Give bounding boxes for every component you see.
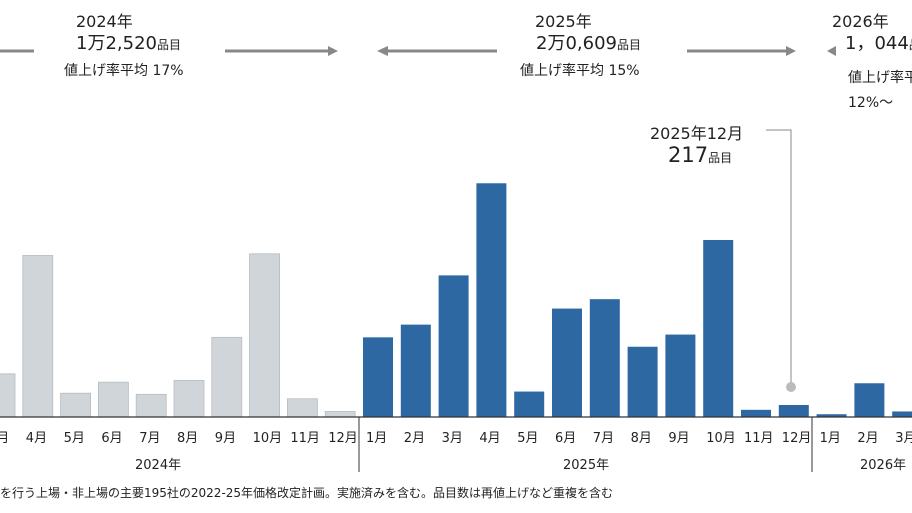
bar-2024-4月 xyxy=(22,255,54,418)
bar-2025-3月 xyxy=(438,275,469,417)
callout-dot xyxy=(786,382,796,392)
annotation-2025-rate: 値上げ率平均 15% xyxy=(520,63,640,79)
bar-2025-4月 xyxy=(476,183,507,417)
bar-2024-8月 xyxy=(173,380,205,418)
bar-2025-2月 xyxy=(400,324,431,417)
bar-2026-2月 xyxy=(854,383,885,417)
x-tick-label: 4月 xyxy=(479,431,501,446)
annotation-2024-count: 1万2,520品目 xyxy=(76,33,181,54)
bar-2025-11月 xyxy=(741,409,771,417)
x-tick-label: 6月 xyxy=(101,431,123,446)
x-tick-label: 1月 xyxy=(366,431,388,446)
year-label-2024: 2024年 xyxy=(135,458,182,473)
bar-2024-9月 xyxy=(211,336,243,418)
bar-2024-6月 xyxy=(98,381,129,418)
x-tick-label: 11月 xyxy=(744,431,774,446)
bar-2024-5月 xyxy=(60,392,91,418)
callout-count: 217品目 xyxy=(668,143,733,167)
bar-2024-11月 xyxy=(286,398,318,418)
bar-2025-6月 xyxy=(552,308,582,417)
bar-2025-1月 xyxy=(363,337,393,417)
x-tick-label: 5月 xyxy=(63,431,85,446)
x-tick-label: 9月 xyxy=(668,431,690,446)
x-tick-label: 2月 xyxy=(857,431,879,446)
x-tick-label: 3月 xyxy=(441,431,463,446)
annotation-2026-rate: 値上げ率平 xyxy=(848,70,912,86)
bar-2026-3月 xyxy=(892,411,912,417)
annotation-2024-year: 2024年 xyxy=(76,12,133,31)
bar-2026-1月 xyxy=(816,414,847,417)
bar-2025-9月 xyxy=(665,334,696,417)
x-tick-label: 4月 xyxy=(25,431,48,446)
bar-2024-3月 xyxy=(0,373,16,418)
x-tick-label: 12月 xyxy=(328,431,358,446)
x-tick-label: 3月 xyxy=(0,431,10,446)
x-tick-label: 8月 xyxy=(177,431,199,446)
year-label-2026: 2026年 xyxy=(860,458,907,473)
annotation-2024-rate: 値上げ率平均 17% xyxy=(64,63,184,79)
x-tick-label: 1月 xyxy=(819,431,841,446)
x-tick-label: 9月 xyxy=(214,431,237,446)
bar-2025-8月 xyxy=(627,346,658,417)
x-tick-label: 3月 xyxy=(895,431,912,446)
callout-leader xyxy=(766,129,792,385)
bar-2025-7月 xyxy=(589,299,620,417)
x-tick-label: 10月 xyxy=(252,431,283,446)
bar-2024-12月 xyxy=(324,411,356,418)
x-tick-label: 7月 xyxy=(592,431,615,446)
x-tick-label: 11月 xyxy=(290,431,320,446)
bar-2025-5月 xyxy=(514,391,545,417)
bar-2024-10月 xyxy=(249,253,281,418)
x-tick-label: 6月 xyxy=(555,431,577,446)
bar-2024-7月 xyxy=(135,393,167,418)
bar-2025-10月 xyxy=(703,239,734,417)
annotation-2025-count: 2万0,609品目 xyxy=(536,33,641,54)
x-tick-label: 2月 xyxy=(403,431,426,446)
annotation-2026-count: 1，044品目 xyxy=(845,33,912,54)
x-tick-label: 7月 xyxy=(139,431,161,446)
annotation-2026-year: 2026年 xyxy=(832,12,889,31)
year-label-2025: 2025年 xyxy=(563,458,610,473)
x-tick-label: 5月 xyxy=(517,431,539,446)
x-tick-label: 12月 xyxy=(781,431,812,446)
x-tick-label: 8月 xyxy=(630,431,652,446)
x-tick-label: 10月 xyxy=(706,431,736,446)
bar-2025-12月 xyxy=(778,404,809,417)
annotation-2025-year: 2025年 xyxy=(535,12,592,31)
callout-label: 2025年12月 xyxy=(650,124,744,143)
footnote: を行う上場・非上場の主要195社の2022-25年価格改定計画。実施済みを含む。… xyxy=(0,486,614,500)
annotation-2026-rate-value: 12%～ xyxy=(848,95,894,111)
